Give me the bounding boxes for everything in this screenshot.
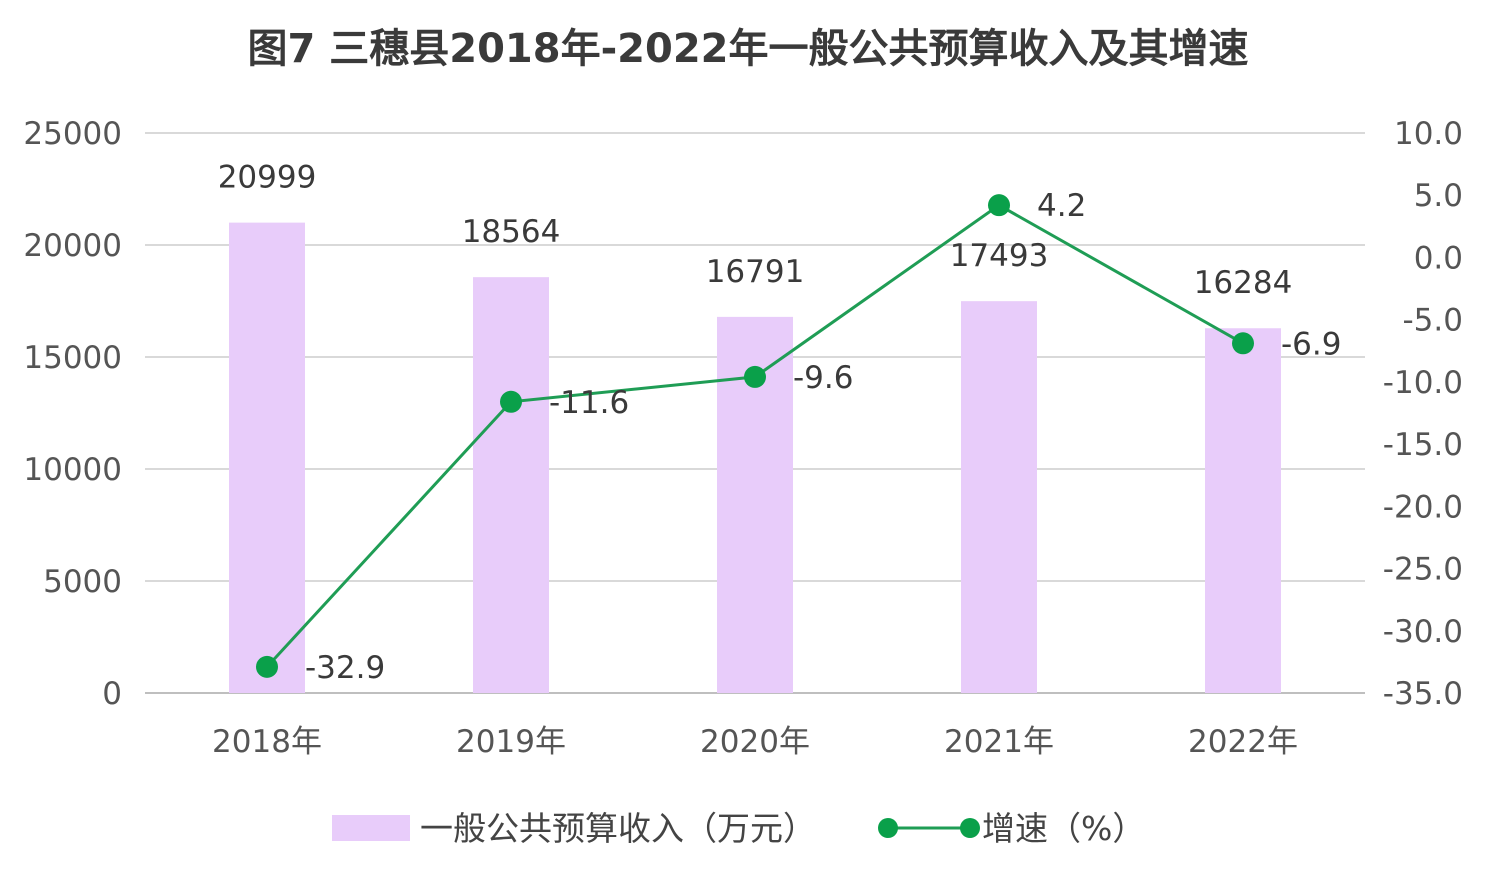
x-axis-tick-label: 2019年 [456, 724, 566, 760]
right-axis-tick-label: -30.0 [1383, 614, 1463, 650]
legend-line-marker-left [878, 818, 898, 838]
left-axis-tick-label: 25000 [23, 116, 122, 152]
line-point [256, 655, 278, 678]
left-axis-tick-label: 10000 [23, 452, 122, 488]
chart-title: 图7 三穗县2018年-2022年一般公共预算收入及其增速 [247, 26, 1248, 72]
line-value-label: -11.6 [549, 385, 629, 421]
right-axis-tick-label: 5.0 [1414, 178, 1463, 214]
line-value-label: -6.9 [1281, 326, 1342, 362]
legend-line-label: 增速（%） [982, 809, 1145, 848]
bar-value-label: 18564 [462, 214, 561, 250]
right-axis-tick-label: -15.0 [1383, 427, 1463, 463]
left-axis-tick-labels: 0 5000 10000 15000 20000 25000 [23, 116, 122, 712]
bar-value-label: 16791 [706, 254, 805, 290]
right-axis-tick-labels: -35.0 -30.0 -25.0 -20.0 -15.0 -10.0 -5.0 0.0 5.0… [1383, 116, 1463, 712]
bar-data-labels: 20999 18564 16791 17493 16284 [218, 160, 1293, 302]
left-axis-tick-label: 20000 [23, 228, 122, 264]
right-axis-tick-label: -5.0 [1403, 303, 1464, 339]
x-axis-tick-label: 2021年 [944, 724, 1054, 760]
bar [229, 222, 305, 693]
bar-value-label: 16284 [1194, 265, 1293, 301]
line-point [500, 390, 522, 413]
right-axis-tick-label: 10.0 [1394, 116, 1463, 152]
left-axis-tick-label: 0 [102, 676, 122, 712]
right-axis-tick-label: -10.0 [1383, 365, 1463, 401]
bar [473, 277, 549, 693]
bar [961, 301, 1037, 693]
legend: 一般公共预算收入（万元） 增速（%） [332, 809, 1145, 848]
x-axis-tick-label: 2022年 [1188, 724, 1298, 760]
bar [1205, 328, 1281, 693]
line-point [988, 194, 1010, 217]
left-axis-tick-label: 5000 [43, 564, 122, 600]
line-value-label: -32.9 [305, 650, 385, 686]
line-data-labels: -32.9 -11.6 -9.6 4.2 -6.9 [305, 188, 1342, 686]
line-series [256, 194, 1254, 678]
x-axis-tick-labels: 2018年 2019年 2020年 2021年 2022年 [212, 724, 1298, 760]
x-axis-tick-label: 2020年 [700, 724, 810, 760]
x-axis-tick-label: 2018年 [212, 724, 322, 760]
legend-bar-label: 一般公共预算收入（万元） [420, 809, 816, 848]
line-value-label: -9.6 [793, 360, 854, 396]
right-axis-tick-label: -35.0 [1383, 676, 1463, 712]
legend-bar-swatch [332, 815, 410, 841]
right-axis-tick-label: -25.0 [1383, 552, 1463, 588]
right-axis-tick-label: -20.0 [1383, 489, 1463, 525]
bar-series [229, 222, 1281, 693]
left-axis-tick-label: 15000 [23, 340, 122, 376]
bar-value-label: 20999 [218, 160, 317, 196]
legend-line-marker-right [960, 818, 980, 838]
bar-value-label: 17493 [950, 238, 1049, 274]
line-value-label: 4.2 [1037, 188, 1086, 224]
right-axis-tick-label: 0.0 [1414, 240, 1463, 276]
line-point [1232, 332, 1254, 355]
line-point [744, 365, 766, 388]
